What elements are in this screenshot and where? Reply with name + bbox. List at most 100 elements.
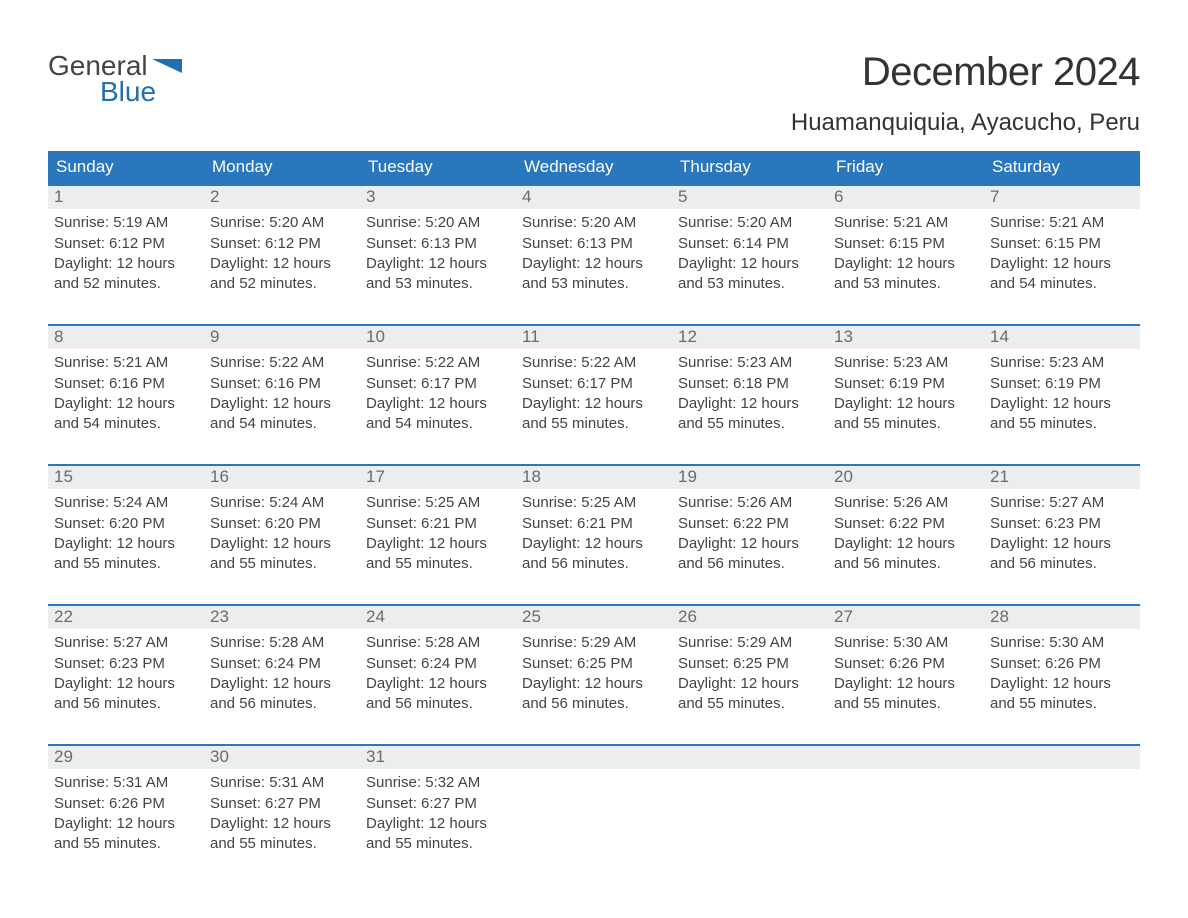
day-details: Sunrise: 5:22 AMSunset: 6:17 PMDaylight:… [360, 349, 516, 438]
sunset-text: Sunset: 6:26 PM [990, 654, 1134, 674]
daylight-text-2: and 55 minutes. [366, 554, 510, 574]
day-details: Sunrise: 5:32 AMSunset: 6:27 PMDaylight:… [360, 769, 516, 858]
day-details: Sunrise: 5:20 AMSunset: 6:12 PMDaylight:… [204, 209, 360, 298]
calendar-day: 22Sunrise: 5:27 AMSunset: 6:23 PMDayligh… [48, 606, 204, 726]
daylight-text-2: and 52 minutes. [54, 274, 198, 294]
sunset-text: Sunset: 6:12 PM [54, 234, 198, 254]
day-details: Sunrise: 5:24 AMSunset: 6:20 PMDaylight:… [48, 489, 204, 578]
daylight-text-1: Daylight: 12 hours [54, 674, 198, 694]
day-details: Sunrise: 5:24 AMSunset: 6:20 PMDaylight:… [204, 489, 360, 578]
daylight-text-2: and 53 minutes. [522, 274, 666, 294]
day-number: 12 [672, 326, 828, 349]
sunrise-text: Sunrise: 5:24 AM [210, 493, 354, 513]
weekday-header-row: Sunday Monday Tuesday Wednesday Thursday… [48, 151, 1140, 184]
daylight-text-1: Daylight: 12 hours [522, 534, 666, 554]
day-details: Sunrise: 5:20 AMSunset: 6:14 PMDaylight:… [672, 209, 828, 298]
daylight-text-1: Daylight: 12 hours [678, 394, 822, 414]
sunrise-text: Sunrise: 5:27 AM [54, 633, 198, 653]
sunrise-text: Sunrise: 5:21 AM [834, 213, 978, 233]
sunrise-text: Sunrise: 5:29 AM [522, 633, 666, 653]
day-number: 13 [828, 326, 984, 349]
daylight-text-2: and 55 minutes. [522, 414, 666, 434]
day-details: Sunrise: 5:22 AMSunset: 6:17 PMDaylight:… [516, 349, 672, 438]
day-number: 4 [516, 186, 672, 209]
sunset-text: Sunset: 6:22 PM [834, 514, 978, 534]
daylight-text-2: and 55 minutes. [834, 694, 978, 714]
daylight-text-1: Daylight: 12 hours [522, 674, 666, 694]
sunset-text: Sunset: 6:17 PM [522, 374, 666, 394]
sunrise-text: Sunrise: 5:28 AM [210, 633, 354, 653]
day-details: Sunrise: 5:31 AMSunset: 6:27 PMDaylight:… [204, 769, 360, 858]
day-details: Sunrise: 5:27 AMSunset: 6:23 PMDaylight:… [48, 629, 204, 718]
sunrise-text: Sunrise: 5:26 AM [678, 493, 822, 513]
sunset-text: Sunset: 6:26 PM [834, 654, 978, 674]
sunset-text: Sunset: 6:17 PM [366, 374, 510, 394]
day-number: 24 [360, 606, 516, 629]
calendar-week: 1Sunrise: 5:19 AMSunset: 6:12 PMDaylight… [48, 184, 1140, 306]
sunrise-text: Sunrise: 5:20 AM [678, 213, 822, 233]
daylight-text-2: and 54 minutes. [54, 414, 198, 434]
weekday-header: Sunday [48, 151, 204, 184]
logo: General Blue [48, 50, 208, 108]
day-details: Sunrise: 5:21 AMSunset: 6:15 PMDaylight:… [828, 209, 984, 298]
sunrise-text: Sunrise: 5:30 AM [834, 633, 978, 653]
sunset-text: Sunset: 6:21 PM [366, 514, 510, 534]
day-details: Sunrise: 5:31 AMSunset: 6:26 PMDaylight:… [48, 769, 204, 858]
day-number: 11 [516, 326, 672, 349]
daylight-text-1: Daylight: 12 hours [834, 254, 978, 274]
day-number: 16 [204, 466, 360, 489]
day-number: 17 [360, 466, 516, 489]
day-number: 23 [204, 606, 360, 629]
title-block: December 2024 Huamanquiquia, Ayacucho, P… [791, 50, 1140, 137]
daylight-text-1: Daylight: 12 hours [210, 394, 354, 414]
daylight-text-1: Daylight: 12 hours [54, 254, 198, 274]
sunset-text: Sunset: 6:13 PM [366, 234, 510, 254]
calendar-day: 15Sunrise: 5:24 AMSunset: 6:20 PMDayligh… [48, 466, 204, 586]
day-number: 1 [48, 186, 204, 209]
day-number: 28 [984, 606, 1140, 629]
day-details: Sunrise: 5:21 AMSunset: 6:15 PMDaylight:… [984, 209, 1140, 298]
weekday-header: Monday [204, 151, 360, 184]
sunrise-text: Sunrise: 5:31 AM [54, 773, 198, 793]
calendar-day: 28Sunrise: 5:30 AMSunset: 6:26 PMDayligh… [984, 606, 1140, 726]
daylight-text-1: Daylight: 12 hours [54, 814, 198, 834]
calendar-day: 25Sunrise: 5:29 AMSunset: 6:25 PMDayligh… [516, 606, 672, 726]
daylight-text-2: and 56 minutes. [834, 554, 978, 574]
daylight-text-2: and 53 minutes. [366, 274, 510, 294]
daylight-text-1: Daylight: 12 hours [366, 394, 510, 414]
daylight-text-2: and 54 minutes. [366, 414, 510, 434]
daylight-text-2: and 56 minutes. [210, 694, 354, 714]
calendar-day: 4Sunrise: 5:20 AMSunset: 6:13 PMDaylight… [516, 186, 672, 306]
day-number-empty [516, 746, 672, 769]
calendar-day: 8Sunrise: 5:21 AMSunset: 6:16 PMDaylight… [48, 326, 204, 446]
day-number: 14 [984, 326, 1140, 349]
sunset-text: Sunset: 6:25 PM [678, 654, 822, 674]
day-number: 25 [516, 606, 672, 629]
calendar-day: 21Sunrise: 5:27 AMSunset: 6:23 PMDayligh… [984, 466, 1140, 586]
sunrise-text: Sunrise: 5:21 AM [54, 353, 198, 373]
daylight-text-2: and 55 minutes. [366, 834, 510, 854]
sunset-text: Sunset: 6:27 PM [366, 794, 510, 814]
weekday-header: Wednesday [516, 151, 672, 184]
calendar-day [516, 746, 672, 866]
calendar-day: 19Sunrise: 5:26 AMSunset: 6:22 PMDayligh… [672, 466, 828, 586]
daylight-text-2: and 55 minutes. [990, 414, 1134, 434]
sunrise-text: Sunrise: 5:28 AM [366, 633, 510, 653]
day-number: 15 [48, 466, 204, 489]
calendar-week: 29Sunrise: 5:31 AMSunset: 6:26 PMDayligh… [48, 744, 1140, 866]
calendar-day: 13Sunrise: 5:23 AMSunset: 6:19 PMDayligh… [828, 326, 984, 446]
sunrise-text: Sunrise: 5:23 AM [990, 353, 1134, 373]
sunset-text: Sunset: 6:13 PM [522, 234, 666, 254]
daylight-text-2: and 55 minutes. [54, 834, 198, 854]
daylight-text-1: Daylight: 12 hours [54, 534, 198, 554]
day-number: 30 [204, 746, 360, 769]
calendar-day: 1Sunrise: 5:19 AMSunset: 6:12 PMDaylight… [48, 186, 204, 306]
sunrise-text: Sunrise: 5:23 AM [678, 353, 822, 373]
sunrise-text: Sunrise: 5:29 AM [678, 633, 822, 653]
day-details: Sunrise: 5:30 AMSunset: 6:26 PMDaylight:… [984, 629, 1140, 718]
calendar-week: 22Sunrise: 5:27 AMSunset: 6:23 PMDayligh… [48, 604, 1140, 726]
sunrise-text: Sunrise: 5:22 AM [522, 353, 666, 373]
sunrise-text: Sunrise: 5:22 AM [366, 353, 510, 373]
daylight-text-1: Daylight: 12 hours [210, 254, 354, 274]
day-number: 29 [48, 746, 204, 769]
